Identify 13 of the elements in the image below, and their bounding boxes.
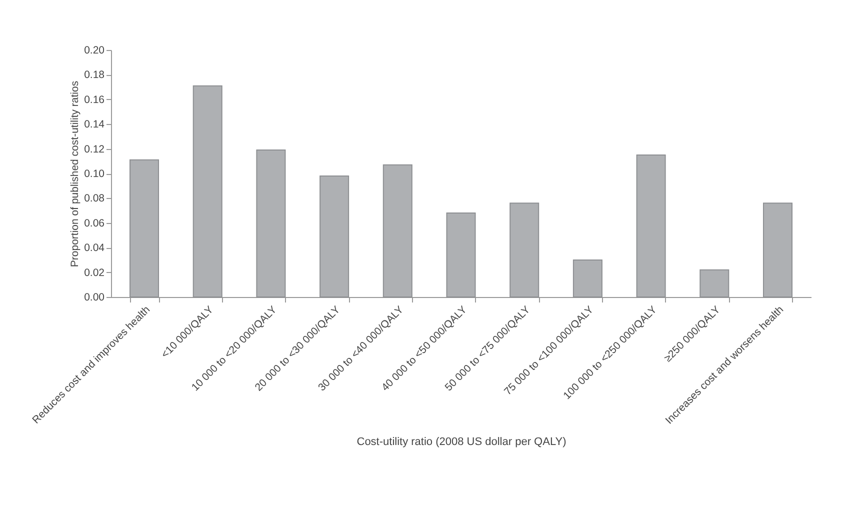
y-tick-label: 0.04	[84, 242, 105, 254]
y-tick-label: 0.00	[84, 292, 105, 304]
y-axis-title: Proportion of published cost-utility ratios	[69, 80, 82, 268]
y-tick-label: 0.16	[84, 94, 105, 106]
x-axis-title: Cost-utility ratio (2008 US dollar per QALY)	[356, 436, 566, 448]
y-tick-label: 0.18	[84, 69, 105, 82]
y-tick-label: 0.20	[84, 44, 105, 56]
y-tick-label: 0.08	[84, 192, 105, 205]
y-tick-label: 0.02	[84, 266, 105, 279]
y-tick-label: 0.10	[84, 168, 105, 180]
y-tick-label: 0.14	[84, 118, 105, 131]
y-tick-label: 0.06	[84, 217, 105, 230]
y-tick-label: 0.12	[84, 143, 105, 156]
